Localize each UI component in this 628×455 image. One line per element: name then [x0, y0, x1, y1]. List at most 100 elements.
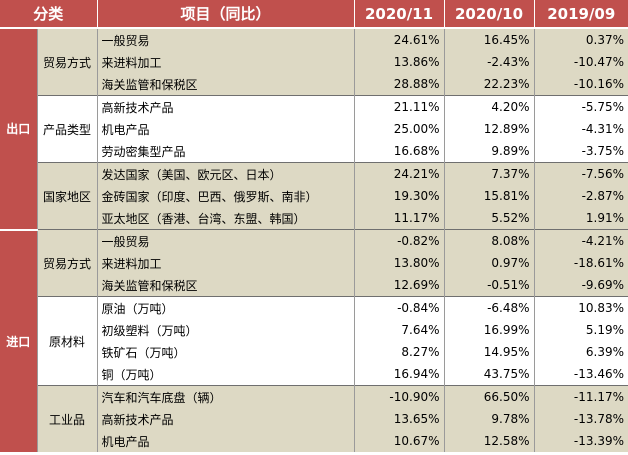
value-2020-10: 43.75%: [443, 363, 535, 386]
value-2019-09: 10.83%: [533, 296, 628, 319]
section-label: 原材料: [36, 296, 98, 386]
table-row: 工业品 汽车和汽车底盘（辆） -10.90% 66.50% -11.17%: [0, 385, 628, 452]
value-2020-11: 28.88%: [353, 73, 445, 96]
value-2020-10: 5.52%: [443, 207, 535, 230]
table-row: 金砖国家（印度、巴西、俄罗斯、南非） 19.30% 15.81% -2.87%: [0, 185, 628, 207]
header-col-2020-11: 2020/11: [353, 0, 445, 29]
row-item-label: 劳动密集型产品: [96, 140, 355, 163]
row-item-label: 铁矿石（万吨）: [96, 341, 355, 363]
section-label: 工业品: [36, 385, 98, 452]
table-body: 出口 贸易方式 一般贸易 24.61% 16.45% 0.37% 来进料加工 13.86% -2…: [0, 27, 628, 452]
value-2020-11: 19.30%: [353, 185, 445, 207]
table-row: 铁矿石（万吨） 8.27% 14.95% 6.39%: [0, 341, 628, 363]
row-item-label: 汽车和汽车底盘（辆）: [96, 385, 355, 408]
value-2020-10: -6.48%: [443, 296, 535, 319]
row-item-label: 高新技术产品: [96, 95, 355, 118]
value-2020-11: -0.82%: [353, 229, 445, 252]
value-2019-09: -13.46%: [533, 363, 628, 386]
row-item-label: 铜（万吨）: [96, 363, 355, 386]
table-row: 出口 贸易方式 一般贸易 24.61% 16.45% 0.37%: [0, 27, 628, 230]
value-2020-11: -10.90%: [353, 385, 445, 408]
value-2019-09: -13.78%: [533, 408, 628, 430]
table-row: 亚太地区（香港、台湾、东盟、韩国） 11.17% 5.52% 1.91%: [0, 207, 628, 230]
row-item-label: 来进料加工: [96, 252, 355, 274]
row-item-label: 一般贸易: [96, 229, 355, 252]
header-row: 分类 项目（同比） 2020/11 2020/10 2019/09: [0, 0, 628, 29]
value-2020-11: 13.80%: [353, 252, 445, 274]
row-item-label: 高新技术产品: [96, 408, 355, 430]
value-2020-11: 25.00%: [353, 118, 445, 140]
row-item-label: 原油（万吨）: [96, 296, 355, 319]
row-item-label: 机电产品: [96, 118, 355, 140]
table-row: 产品类型 高新技术产品 21.11% 4.20% -5.75%: [0, 95, 628, 163]
group-label: 出口: [0, 27, 37, 230]
table-row: 初级塑料（万吨） 7.64% 16.99% 5.19%: [0, 319, 628, 341]
header-item: 项目（同比）: [96, 0, 355, 29]
header-col-2019-09: 2019/09: [533, 0, 628, 29]
table-row: 劳动密集型产品 16.68% 9.89% -3.75%: [0, 140, 628, 163]
row-item-label: 一般贸易: [96, 27, 355, 51]
value-2019-09: -18.61%: [533, 252, 628, 274]
value-2020-10: 66.50%: [443, 385, 535, 408]
value-2020-11: 21.11%: [353, 95, 445, 118]
value-2019-09: -4.21%: [533, 229, 628, 252]
value-2020-11: 13.65%: [353, 408, 445, 430]
value-2020-11: 24.61%: [353, 27, 445, 51]
value-2019-09: -9.69%: [533, 274, 628, 297]
table-row: 机电产品 25.00% 12.89% -4.31%: [0, 118, 628, 140]
row-item-label: 亚太地区（香港、台湾、东盟、韩国）: [96, 207, 355, 230]
value-2020-11: 7.64%: [353, 319, 445, 341]
group-label: 进口: [0, 228, 37, 452]
value-2019-09: 0.37%: [533, 27, 628, 51]
row-item-label: 来进料加工: [96, 51, 355, 73]
value-2020-11: 24.21%: [353, 162, 445, 185]
section-label: 产品类型: [36, 95, 98, 163]
table-row: 来进料加工 13.80% 0.97% -18.61%: [0, 252, 628, 274]
row-item-label: 金砖国家（印度、巴西、俄罗斯、南非）: [96, 185, 355, 207]
value-2020-10: 15.81%: [443, 185, 535, 207]
row-item-label: 发达国家（美国、欧元区、日本）: [96, 162, 355, 185]
row-item-label: 初级塑料（万吨）: [96, 319, 355, 341]
row-item-label: 机电产品: [96, 430, 355, 452]
header-category: 分类: [0, 0, 98, 29]
value-2020-10: 12.89%: [443, 118, 535, 140]
value-2019-09: -2.87%: [533, 185, 628, 207]
value-2019-09: -5.75%: [533, 95, 628, 118]
value-2019-09: -3.75%: [533, 140, 628, 163]
value-2020-11: -0.84%: [353, 296, 445, 319]
table-row: 原材料 原油（万吨） -0.84% -6.48% 10.83%: [0, 296, 628, 386]
table-row: 海关监管和保税区 12.69% -0.51% -9.69%: [0, 274, 628, 297]
value-2020-11: 8.27%: [353, 341, 445, 363]
value-2020-10: 7.37%: [443, 162, 535, 185]
value-2020-11: 13.86%: [353, 51, 445, 73]
section-label: 国家地区: [36, 162, 98, 230]
row-item-label: 海关监管和保税区: [96, 274, 355, 297]
table-row: 铜（万吨） 16.94% 43.75% -13.46%: [0, 363, 628, 386]
value-2020-10: 9.78%: [443, 408, 535, 430]
value-2020-11: 16.94%: [353, 363, 445, 386]
value-2020-10: 8.08%: [443, 229, 535, 252]
value-2020-10: -0.51%: [443, 274, 535, 297]
value-2019-09: 5.19%: [533, 319, 628, 341]
value-2020-10: 16.99%: [443, 319, 535, 341]
table-row: 高新技术产品 13.65% 9.78% -13.78%: [0, 408, 628, 430]
table-row: 机电产品 10.67% 12.58% -13.39%: [0, 430, 628, 452]
section-label: 贸易方式: [36, 229, 98, 297]
value-2020-10: 12.58%: [443, 430, 535, 452]
header-col-2020-10: 2020/10: [443, 0, 535, 29]
value-2019-09: -13.39%: [533, 430, 628, 452]
table-row: 国家地区 发达国家（美国、欧元区、日本） 24.21% 7.37% -7.56%: [0, 162, 628, 230]
value-2020-10: -2.43%: [443, 51, 535, 73]
table-row: 进口 贸易方式 一般贸易 -0.82% 8.08% -4.21%: [0, 228, 628, 452]
value-2019-09: 6.39%: [533, 341, 628, 363]
value-2019-09: -7.56%: [533, 162, 628, 185]
table-row: 海关监管和保税区 28.88% 22.23% -10.16%: [0, 73, 628, 96]
value-2019-09: -10.47%: [533, 51, 628, 73]
value-2019-09: -11.17%: [533, 385, 628, 408]
value-2020-10: 16.45%: [443, 27, 535, 51]
table-row: 来进料加工 13.86% -2.43% -10.47%: [0, 51, 628, 73]
value-2020-11: 10.67%: [353, 430, 445, 452]
value-2020-11: 11.17%: [353, 207, 445, 230]
value-2020-10: 4.20%: [443, 95, 535, 118]
